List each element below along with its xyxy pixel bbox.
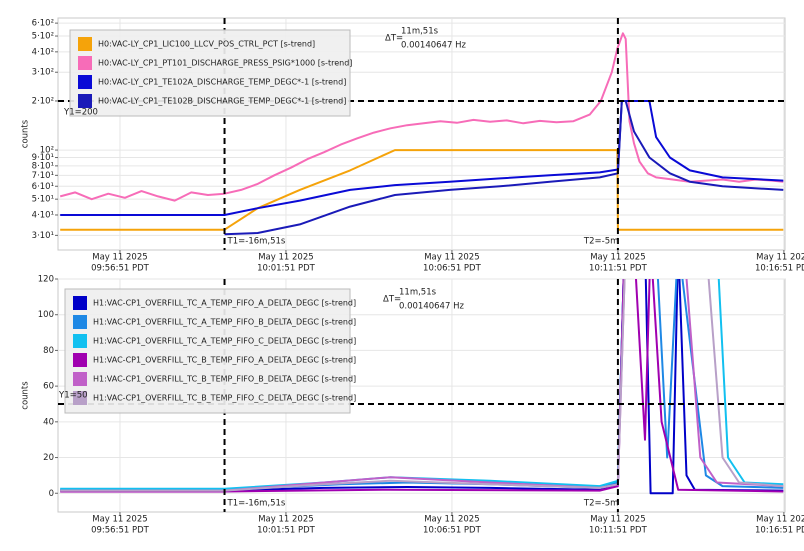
y1-label: Y1=50 bbox=[58, 390, 88, 400]
y-tick-label: 120 bbox=[38, 275, 54, 285]
x-tick-label: May 11 2025 bbox=[424, 253, 479, 263]
y-tick-label: 5·10¹ bbox=[32, 195, 54, 205]
series-line bbox=[224, 100, 784, 236]
x-tick-label: May 11 2025 bbox=[424, 515, 479, 525]
legend-label: H1:VAC-CP1_OVERFILL_TC_B_TEMP_FIFO_A_DEL… bbox=[93, 356, 356, 365]
x-tick-label: May 11 2025 bbox=[756, 253, 804, 263]
delta-label: ΔT= bbox=[385, 34, 403, 44]
legend-label: H1:VAC-CP1_OVERFILL_TC_A_TEMP_FIFO_B_DEL… bbox=[93, 318, 356, 327]
legend-box bbox=[64, 288, 351, 414]
legend-swatch bbox=[73, 296, 87, 310]
x-tick-label: 10:06:51 PDT bbox=[423, 264, 482, 274]
x-tick-label: 10:01:51 PDT bbox=[257, 526, 316, 536]
legend-swatch bbox=[78, 94, 92, 108]
delta-label: ΔT= bbox=[383, 295, 401, 305]
legend-swatch bbox=[78, 37, 92, 51]
y-tick-label: 100 bbox=[38, 310, 54, 320]
t2-label: T2=-5m bbox=[583, 499, 618, 509]
x-tick-label: May 11 2025 bbox=[590, 253, 645, 263]
x-tick-label: May 11 2025 bbox=[590, 515, 645, 525]
y-tick-label: 5·10² bbox=[32, 32, 54, 42]
y-axis-label: counts bbox=[21, 381, 31, 410]
y-tick-label: 10² bbox=[40, 146, 54, 156]
y-tick-label: 6·10¹ bbox=[32, 182, 54, 192]
x-tick-label: May 11 2025 bbox=[756, 515, 804, 525]
x-tick-label: 10:01:51 PDT bbox=[257, 264, 316, 274]
legend-swatch bbox=[73, 391, 87, 405]
x-tick-label: May 11 2025 bbox=[258, 515, 313, 525]
legend-label: H0:VAC-LY_CP1_TE102A_DISCHARGE_TEMP_DEGC… bbox=[98, 78, 346, 87]
x-tick-label: May 11 2025 bbox=[92, 515, 147, 525]
y-tick-label: 6·10² bbox=[32, 19, 54, 29]
x-tick-label: 10:16:51 PDT bbox=[755, 526, 804, 536]
legend-swatch bbox=[73, 372, 87, 386]
series-line bbox=[60, 279, 784, 493]
legend-label: H0:VAC-LY_CP1_TE102B_DISCHARGE_TEMP_DEGC… bbox=[98, 97, 346, 106]
y-tick-label: 9·10¹ bbox=[32, 153, 54, 163]
legend-label: H1:VAC-CP1_OVERFILL_TC_A_TEMP_FIFO_A_DEL… bbox=[93, 299, 356, 308]
x-tick-label: 10:06:51 PDT bbox=[423, 526, 482, 536]
y-tick-label: 40 bbox=[43, 417, 54, 427]
delta-t: 11m,51s bbox=[399, 288, 437, 298]
x-tick-label: 09:56:51 PDT bbox=[91, 264, 150, 274]
y-tick-label: 20 bbox=[43, 453, 54, 463]
legend-label: H1:VAC-CP1_OVERFILL_TC_B_TEMP_FIFO_C_DEL… bbox=[93, 394, 356, 403]
t2-label: T2=-5m bbox=[583, 237, 618, 247]
legend-label: H1:VAC-CP1_OVERFILL_TC_B_TEMP_FIFO_B_DEL… bbox=[93, 375, 356, 384]
y-tick-label: 7·10¹ bbox=[32, 171, 54, 181]
delta-t: 11m,51s bbox=[401, 27, 439, 37]
t1-label: T1=-16m,51s bbox=[227, 499, 286, 509]
legend-box bbox=[69, 29, 351, 117]
legend-swatch bbox=[78, 56, 92, 70]
legend-swatch bbox=[73, 334, 87, 348]
delta-freq: 0.00140647 Hz bbox=[399, 302, 464, 312]
y-tick-label: 3·10¹ bbox=[32, 231, 54, 241]
legend-swatch bbox=[73, 315, 87, 329]
t1-label: T1=-16m,51s bbox=[227, 237, 286, 247]
legend-label: H0:VAC-LY_CP1_PT101_DISCHARGE_PRESS_PSIG… bbox=[98, 59, 352, 68]
legend-label: H0:VAC-LY_CP1_LIC100_LLCV_POS_CTRL_PCT [… bbox=[98, 40, 315, 49]
series-group bbox=[60, 279, 784, 495]
x-tick-label: 10:16:51 PDT bbox=[755, 264, 804, 274]
legend-swatch bbox=[78, 75, 92, 89]
x-tick-label: May 11 2025 bbox=[92, 253, 147, 263]
series-line bbox=[60, 279, 784, 495]
y-tick-label: 0 bbox=[49, 489, 54, 499]
y-tick-label: 60 bbox=[43, 382, 54, 392]
y-axis-label: counts bbox=[21, 119, 31, 148]
x-tick-label: 10:11:51 PDT bbox=[589, 264, 648, 274]
y-tick-label: 80 bbox=[43, 346, 54, 356]
delta-freq: 0.00140647 Hz bbox=[401, 41, 466, 51]
x-tick-label: 10:11:51 PDT bbox=[589, 526, 648, 536]
y-tick-label: 4·10² bbox=[32, 47, 54, 57]
series-line bbox=[59, 32, 784, 202]
x-tick-label: 09:56:51 PDT bbox=[91, 526, 150, 536]
series-line bbox=[60, 279, 784, 492]
x-tick-label: May 11 2025 bbox=[258, 253, 313, 263]
legend-label: H1:VAC-CP1_OVERFILL_TC_A_TEMP_FIFO_C_DEL… bbox=[93, 337, 356, 346]
y-tick-label: 2·10² bbox=[32, 96, 54, 106]
legend-swatch bbox=[73, 353, 87, 367]
y-tick-label: 8·10¹ bbox=[32, 161, 54, 171]
y-tick-label: 3·10² bbox=[32, 68, 54, 78]
y1-label: Y1=200 bbox=[63, 107, 98, 117]
series-line bbox=[60, 100, 784, 216]
y-tick-label: 4·10¹ bbox=[32, 210, 54, 220]
